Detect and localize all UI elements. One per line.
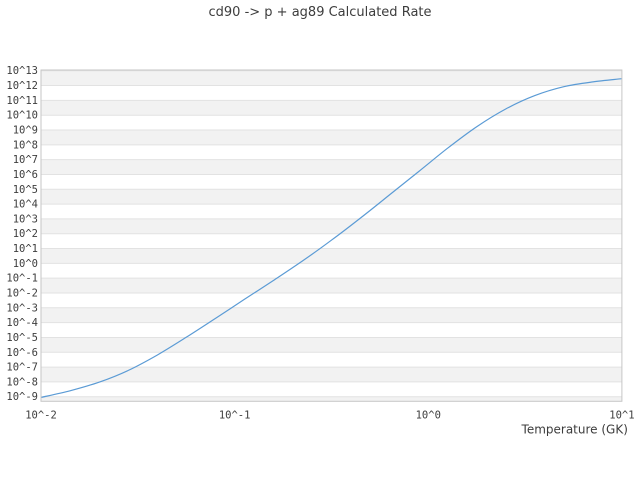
y-tick-label: 10^-8 xyxy=(6,376,38,388)
y-axis-ticks: 10^13 10^12 10^11 10^10 10^9 10^8 10^7 10^6 10^5… xyxy=(6,65,38,403)
y-tick-label: 10^-5 xyxy=(6,332,38,344)
grid-lines xyxy=(41,70,622,398)
y-tick-label: 10^-3 xyxy=(6,302,38,314)
y-tick-label: 10^-4 xyxy=(6,317,38,329)
grid-bands xyxy=(41,70,622,402)
y-tick-label: 10^1 xyxy=(13,243,38,255)
y-tick-label: 10^6 xyxy=(13,169,38,181)
y-tick-label: 10^12 xyxy=(6,80,38,92)
x-tick-label: 10^1 xyxy=(609,409,634,421)
x-tick-label: 10^-1 xyxy=(219,409,251,421)
y-tick-label: 10^-7 xyxy=(6,362,38,374)
x-tick-label: 10^0 xyxy=(416,409,441,421)
y-tick-label: 10^-2 xyxy=(6,287,38,299)
y-tick-label: 10^-9 xyxy=(6,391,38,403)
y-tick-label: 10^13 xyxy=(6,65,38,77)
y-tick-label: 10^2 xyxy=(13,228,38,240)
x-axis-ticks: 10^-2 10^-1 10^0 10^1 xyxy=(25,409,634,421)
x-tick-label: 10^-2 xyxy=(25,409,57,421)
y-tick-label: 10^8 xyxy=(13,139,38,151)
y-tick-label: 10^10 xyxy=(6,110,38,122)
y-tick-label: 10^0 xyxy=(13,258,38,270)
rate-curve xyxy=(41,78,622,398)
y-tick-label: 10^11 xyxy=(6,95,38,107)
y-tick-label: 10^-6 xyxy=(6,347,38,359)
y-tick-label: 10^4 xyxy=(13,199,38,211)
x-axis-title: Temperature (GK) xyxy=(521,422,628,436)
y-tick-label: 10^9 xyxy=(13,125,38,137)
y-tick-label: 10^7 xyxy=(13,154,38,166)
y-tick-label: 10^5 xyxy=(13,184,38,196)
y-tick-label: 10^3 xyxy=(13,213,38,225)
chart-title: cd90 -> p + ag89 Calculated Rate xyxy=(208,5,432,20)
y-tick-label: 10^-1 xyxy=(6,273,38,285)
plot-border xyxy=(40,69,623,402)
